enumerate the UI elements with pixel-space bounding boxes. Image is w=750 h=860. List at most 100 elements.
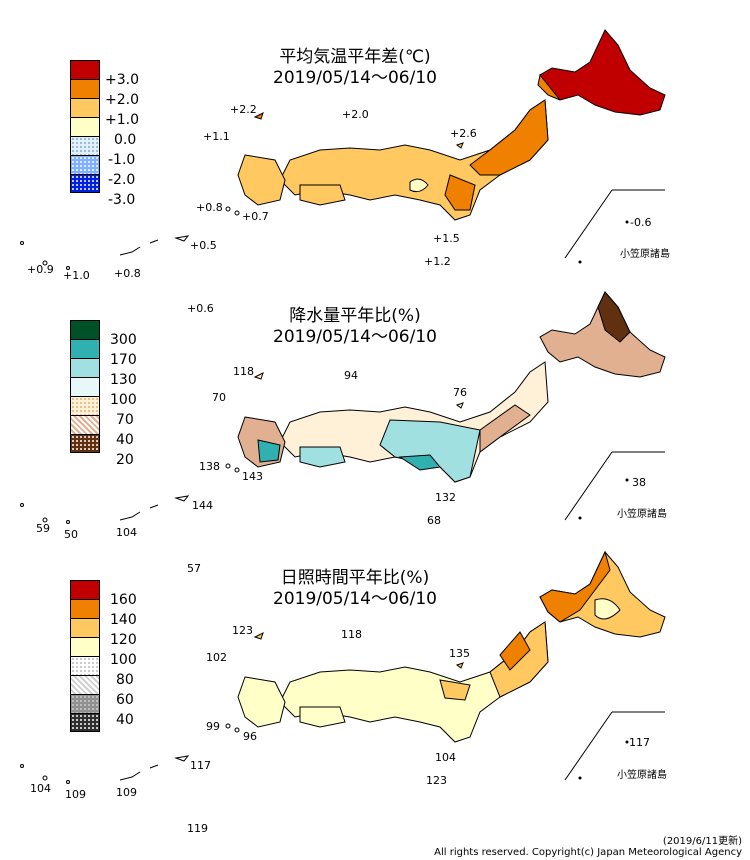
legend-swatch: [70, 656, 100, 675]
value-hachijo: 132: [435, 491, 456, 504]
panel-title: 平均気温平年差(℃) 2019/05/14～06/10: [273, 47, 437, 88]
hokkaido: [539, 291, 666, 378]
panel-title: 日照時間平年比(%) 2019/05/14～06/10: [273, 568, 437, 609]
legend-label: 160: [110, 592, 137, 608]
shikoku: [299, 706, 346, 728]
legend-label: -1.0: [108, 152, 136, 168]
value-daito: 57: [187, 562, 201, 575]
shikoku: [299, 446, 346, 468]
legend-swatch: [70, 694, 100, 713]
japan-map: [20, 550, 666, 784]
japan-map: [20, 29, 666, 270]
legend-swatch: [70, 637, 100, 656]
panel-title: 降水量平年比(%) 2019/05/14～06/10: [273, 306, 437, 347]
legend-label: +1.0: [105, 112, 139, 128]
legend: [70, 320, 100, 453]
value-hachijo: 104: [435, 751, 456, 764]
legend-swatch: [70, 599, 100, 618]
legend-swatch: [70, 339, 100, 358]
japan-map: [20, 291, 666, 524]
value-noto: 94: [344, 369, 358, 382]
value-sado: 123: [232, 624, 253, 637]
legend-swatch: [70, 155, 100, 174]
value-aogashima: 123: [426, 774, 447, 787]
legend-swatch: [70, 434, 100, 453]
legend-label: 100: [110, 392, 137, 408]
value-koshiki: 96: [243, 730, 257, 743]
legend-label: 40: [116, 712, 134, 728]
value-daito: 119: [187, 822, 208, 835]
value-izu-n: 135: [449, 647, 470, 660]
shikoku: [299, 184, 346, 206]
legend-swatch: [70, 580, 100, 599]
value-okinawa: 104: [116, 526, 137, 539]
value-yonaguni: 59: [36, 522, 50, 535]
ogasawara-inset: [564, 711, 665, 781]
legend-swatch: [70, 377, 100, 396]
value-tsushima: 70: [212, 391, 226, 404]
value-yonaguni: +0.9: [27, 263, 54, 276]
ogasawara-inset: [564, 451, 665, 521]
value-amami: +0.5: [190, 239, 217, 252]
legend-label: 140: [110, 612, 137, 628]
legend-swatch: [70, 320, 100, 339]
sunshine-panel: 日照時間平年比(%) 2019/05/14～06/10 160 140 120 …: [0, 540, 750, 810]
value-miyako: 109: [65, 788, 86, 801]
legend-label: 70: [116, 412, 134, 428]
copyright: All rights reserved. Copyright(c) Japan …: [434, 847, 742, 858]
value-hachijo: +1.5: [433, 232, 460, 245]
ogasawara-label: 小笠原諸島: [617, 770, 667, 781]
legend-swatch: [70, 618, 100, 637]
precipitation-panel: 降水量平年比(%) 2019/05/14～06/10 300 170 130 1…: [0, 280, 750, 550]
value-goto: 99: [206, 720, 220, 733]
legend-swatch: [70, 415, 100, 434]
value-daito: +0.6: [187, 302, 214, 315]
legend-label: 130: [110, 372, 137, 388]
legend-label: 300: [110, 332, 137, 348]
legend-swatch: [70, 60, 100, 79]
value-chichijima: 38: [632, 476, 646, 489]
value-noto: +2.0: [342, 108, 369, 121]
value-yonaguni: 104: [30, 782, 51, 795]
legend-label: 120: [110, 632, 137, 648]
legend-swatch: [70, 675, 100, 694]
legend-label: 100: [110, 652, 137, 668]
legend-label: 80: [116, 672, 134, 688]
value-goto: +0.8: [196, 201, 223, 214]
update-date: (2019/6/11更新): [662, 836, 742, 847]
value-tsushima: +1.1: [203, 130, 230, 143]
value-goto: 138: [199, 460, 220, 473]
legend-label: 40: [116, 432, 134, 448]
value-amami: 117: [190, 759, 211, 772]
value-okinawa: +0.8: [114, 267, 141, 280]
legend-swatch: [70, 174, 100, 193]
value-sado: +2.2: [230, 103, 257, 116]
legend-label: 170: [110, 352, 137, 368]
legend: [70, 60, 100, 193]
legend-swatch: [70, 98, 100, 117]
legend-swatch: [70, 136, 100, 155]
legend-label: -3.0: [108, 192, 136, 208]
value-miyako: 50: [64, 528, 78, 541]
legend: [70, 580, 100, 732]
legend-swatch: [70, 396, 100, 415]
legend-swatch: [70, 713, 100, 732]
value-aogashima: +1.2: [424, 255, 451, 268]
value-aogashima: 68: [427, 514, 441, 527]
legend-label: -2.0: [108, 172, 136, 188]
value-izu-n: +2.6: [450, 127, 477, 140]
value-noto: 118: [341, 628, 362, 641]
value-chichijima: -0.6: [630, 216, 652, 229]
legend-label: +3.0: [105, 72, 139, 88]
value-miyako: +1.0: [63, 269, 90, 282]
value-koshiki: +0.7: [242, 210, 269, 223]
value-chichijima: 117: [629, 736, 650, 749]
value-koshiki: 143: [242, 470, 263, 483]
legend-label: 20: [116, 452, 134, 468]
legend-swatch: [70, 117, 100, 136]
ogasawara-label: 小笠原諸島: [617, 509, 667, 520]
value-izu-n: 76: [453, 386, 467, 399]
legend-label: +2.0: [105, 92, 139, 108]
temperature-panel: 平均気温平年差(℃) 2019/05/14～06/10 +3.0 +2.0 +1…: [0, 0, 750, 281]
ogasawara-inset: [564, 189, 665, 259]
